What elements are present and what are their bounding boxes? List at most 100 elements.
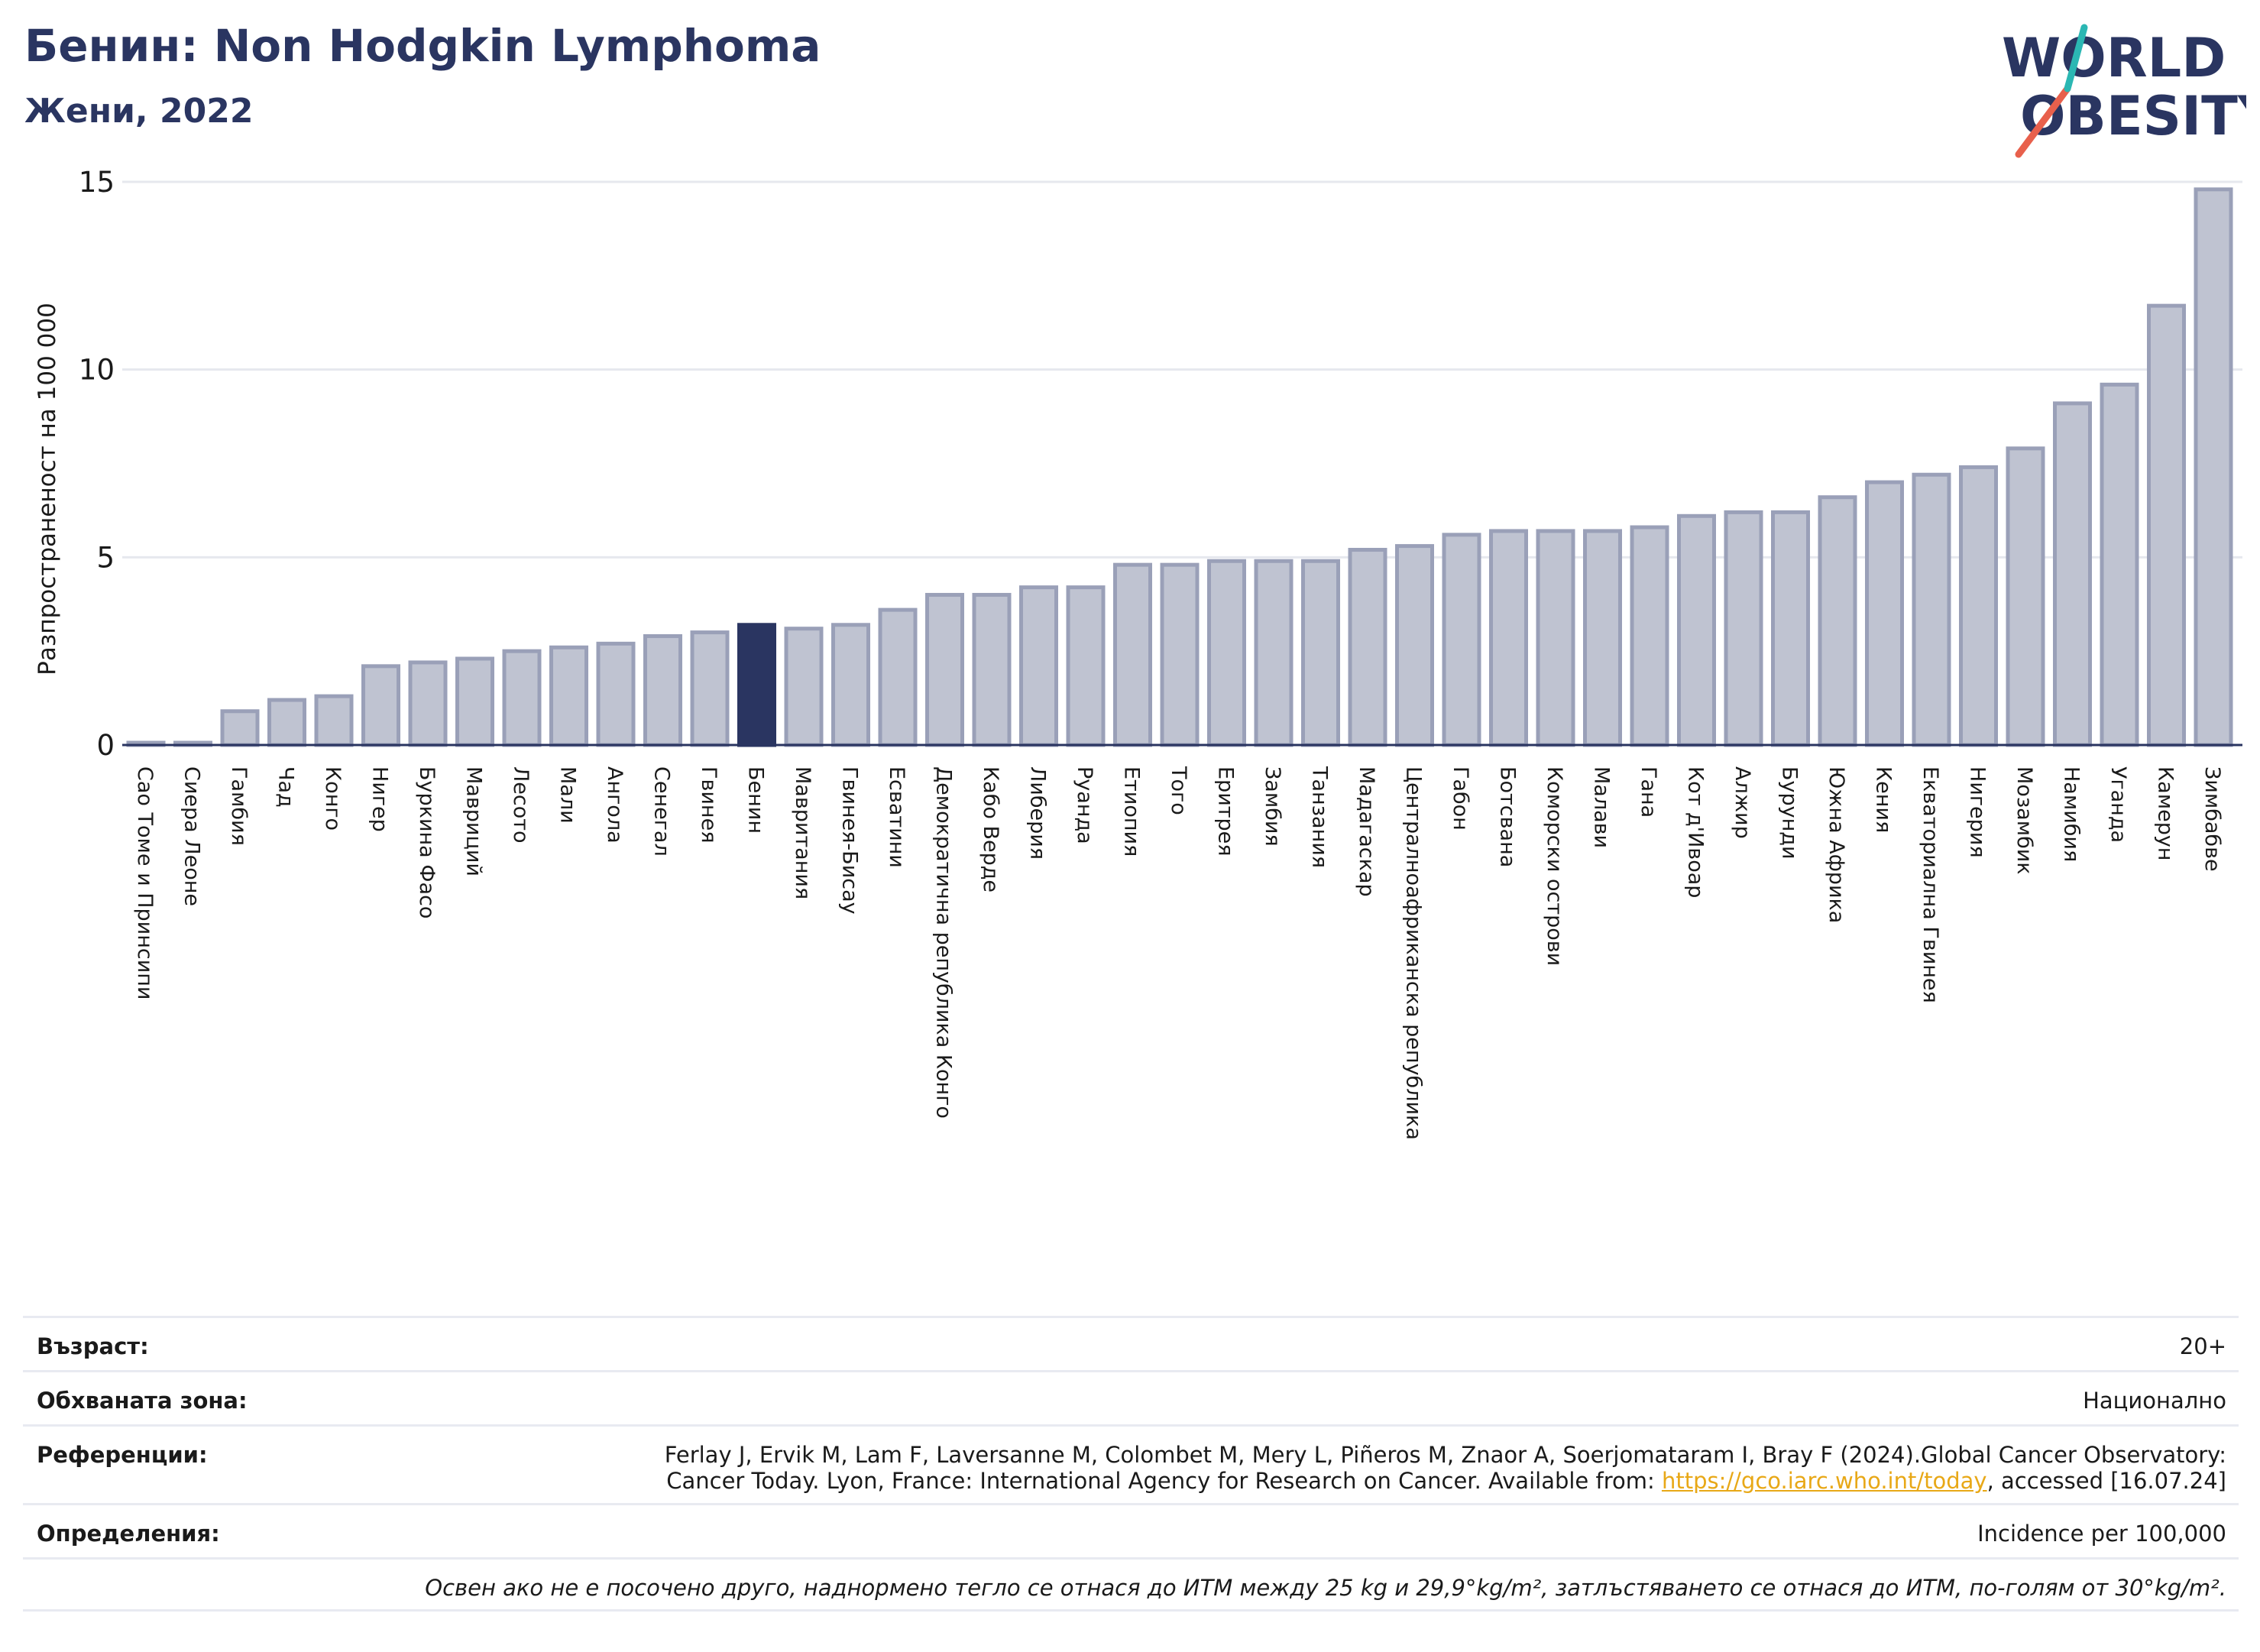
x-category-label: Коморски острови [1543, 766, 1566, 966]
x-category-label: Того [1167, 766, 1190, 815]
x-category-label: Либерия [1026, 766, 1050, 860]
world-obesity-logo: WORLD OBESITY [2002, 24, 2246, 158]
x-category-label: Демократична република Конго [932, 766, 956, 1119]
x-category-label: Камерун [2154, 766, 2177, 860]
bar [2053, 401, 2092, 747]
bar [1865, 480, 1904, 747]
references-label: Референции: [37, 1442, 208, 1468]
x-category-label: Габон [1449, 766, 1472, 831]
bar [549, 645, 588, 747]
bar [314, 694, 354, 747]
bar [1066, 585, 1106, 747]
references-line2: Cancer Today. Lyon, France: Internationa… [665, 1468, 2226, 1494]
bar-chart: 0 5 10 15 Сао Томе и Принсипи Сиера Леоне Гам… [34, 166, 2242, 1140]
x-category-label: Лесото [509, 766, 533, 844]
bar [2100, 382, 2139, 747]
bar [1254, 559, 1294, 747]
x-category-label: Есватини [885, 766, 908, 868]
bar [1160, 562, 1200, 747]
bar-highlighted [737, 623, 776, 747]
x-category-label: Уганда [2106, 766, 2130, 843]
x-category-label: Южна Африка [1825, 766, 1848, 923]
x-category-label: Кабо Верде [979, 766, 1002, 892]
x-category-label: Нигерия [1966, 766, 1990, 858]
references-accessed: , accessed [16.07.24] [1986, 1468, 2226, 1494]
x-category-label: Мавриций [462, 766, 486, 876]
x-category-label: Ангола [603, 766, 627, 844]
bar [1677, 513, 1716, 747]
references-link[interactable]: https://gco.iarc.who.int/today [1661, 1468, 1987, 1494]
bar [1630, 525, 1669, 747]
bar [361, 664, 400, 747]
info-row-note: Освен ако не е посочено друго, наднормен… [23, 1557, 2239, 1612]
x-category-label: Замбия [1261, 766, 1284, 847]
bar [643, 634, 682, 747]
x-category-label: Зимбабве [2200, 766, 2224, 872]
x-category-label: Гана [1637, 766, 1660, 818]
info-row-references: Референции: Ferlay J, Ervik M, Lam F, La… [23, 1424, 2239, 1503]
bar [784, 627, 824, 747]
info-table: Възраст: 20+ Обхваната зона: Национално … [23, 1316, 2239, 1612]
x-category-label: Мадагаскар [1355, 766, 1378, 897]
x-category-label: Мозамбик [2012, 766, 2036, 875]
bar [1818, 495, 1857, 747]
info-row-definitions: Определения: Incidence per 100,000 [23, 1503, 2239, 1557]
bar [690, 630, 730, 747]
area-value: Национално [2083, 1388, 2226, 1414]
age-value: 20+ [2179, 1333, 2226, 1359]
bmi-note: Освен ако не е посочено друго, наднормен… [425, 1575, 2226, 1601]
bar [1019, 585, 1058, 747]
x-category-label: Сенегал [650, 766, 674, 857]
references-line1: Ferlay J, Ervik M, Lam F, Laversanne M, … [664, 1442, 2226, 1468]
x-category-label: Гвинея-Бисау [838, 766, 862, 915]
x-category-label: Намибия [2060, 766, 2084, 862]
definitions-value: Incidence per 100,000 [1977, 1521, 2226, 1547]
x-category-label: Гвинея [697, 766, 720, 843]
bar [1301, 559, 1340, 747]
x-category-label: Чад [274, 766, 298, 808]
bar [972, 592, 1012, 747]
x-category-label: Конго [321, 766, 345, 831]
bar [1207, 559, 1246, 747]
x-category-label: Буркина Фасо [415, 766, 439, 918]
bar [2147, 303, 2186, 747]
bar [220, 709, 260, 747]
bar [267, 698, 306, 747]
y-axis-label: Разпространеност на 100 000 [34, 303, 61, 675]
info-row-area: Обхваната зона: Национално [23, 1370, 2239, 1424]
x-category-labels: Сао Томе и Принсипи Сиера Леоне Гамбия Чад К… [133, 766, 2224, 1140]
x-category-label: Малави [1590, 766, 1614, 848]
logo-slash-red [2015, 85, 2071, 158]
x-category-label: Алжир [1731, 766, 1754, 839]
x-category-label: Кения [1872, 766, 1896, 833]
chart-subtitle: Жени, 2022 [24, 92, 254, 131]
bar [1348, 548, 1387, 747]
bar [878, 607, 918, 747]
bar [831, 623, 870, 747]
y-tick-labels: 0 5 10 15 [79, 166, 115, 762]
definitions-label: Определения: [37, 1521, 220, 1547]
x-category-label: Ботсвана [1496, 766, 1520, 867]
bar [502, 649, 542, 747]
references-value: Ferlay J, Ervik M, Lam F, Laversanne M, … [665, 1442, 2226, 1494]
x-category-label: Мали [556, 766, 580, 824]
y-tick-label: 15 [79, 166, 115, 199]
x-category-label: Етиопия [1120, 766, 1144, 857]
bar [1724, 510, 1763, 747]
x-category-label: Сиера Леоне [180, 766, 204, 906]
bar [1959, 465, 1998, 747]
bar [2006, 446, 2045, 747]
bar [925, 592, 964, 747]
logo-line2: OBESITY [2020, 85, 2246, 147]
y-tick-label: 5 [96, 541, 115, 574]
x-category-label: Гамбия [227, 766, 251, 846]
bar [455, 656, 494, 747]
x-category-label: Бурунди [1778, 766, 1802, 860]
y-tick-label: 0 [96, 729, 115, 762]
references-line2-text: Cancer Today. Lyon, France: Internationa… [666, 1468, 1662, 1494]
logo-slash-teal [2064, 24, 2088, 92]
info-row-age: Възраст: 20+ [23, 1316, 2239, 1370]
bar [1536, 529, 1575, 747]
x-category-label: Кот д'Ивоар [1684, 766, 1708, 898]
x-category-label: Екваториална Гвинея [1918, 766, 1942, 1003]
